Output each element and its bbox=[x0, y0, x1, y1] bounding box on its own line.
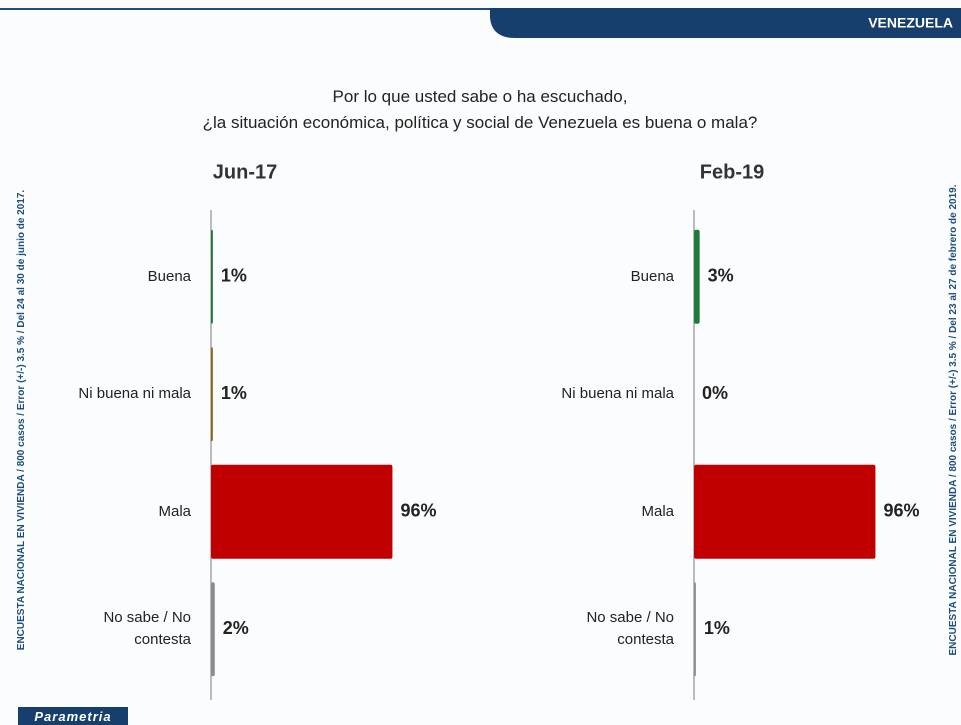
category-label: Buena bbox=[630, 267, 674, 285]
value-label: 96% bbox=[400, 501, 436, 521]
value-label: 1% bbox=[704, 618, 730, 638]
bar bbox=[211, 582, 215, 677]
logo: Parametria bbox=[34, 709, 111, 724]
side-note: ENCUESTA NACIONAL EN VIVIENDA / 800 caso… bbox=[16, 190, 27, 651]
category-label: Ni buena ni mala bbox=[78, 385, 191, 403]
bar bbox=[694, 464, 876, 559]
logo-box bbox=[18, 707, 128, 725]
value-label: 96% bbox=[883, 501, 919, 521]
value-label: 0% bbox=[702, 383, 728, 403]
value-label: 1% bbox=[221, 266, 247, 286]
category-label: No sabe / No contesta bbox=[103, 609, 191, 649]
question: ¿la situación económica, política y soci… bbox=[203, 113, 758, 132]
bar bbox=[211, 347, 213, 442]
value-label: 3% bbox=[708, 266, 734, 286]
chart-title: Jun-17 bbox=[213, 161, 277, 183]
category-label: Buena bbox=[147, 267, 191, 285]
side-note: ENCUESTA NACIONAL EN VIVIENDA / 800 caso… bbox=[948, 184, 959, 655]
bar bbox=[211, 229, 213, 324]
bar bbox=[211, 464, 393, 559]
value-label: 1% bbox=[221, 383, 247, 403]
chart-title: Feb-19 bbox=[700, 161, 764, 183]
question: Por lo que usted sabe o ha escuchado, bbox=[333, 87, 628, 106]
header-band bbox=[490, 8, 961, 38]
bar bbox=[694, 229, 700, 324]
category-label: No sabe / No contesta bbox=[586, 609, 674, 649]
value-label: 2% bbox=[223, 618, 249, 638]
header: VENEZUELA bbox=[868, 15, 953, 31]
category-label: Mala bbox=[641, 502, 674, 520]
bar bbox=[694, 582, 696, 677]
category-label: Ni buena ni mala bbox=[561, 385, 674, 403]
category-label: Mala bbox=[158, 502, 191, 520]
